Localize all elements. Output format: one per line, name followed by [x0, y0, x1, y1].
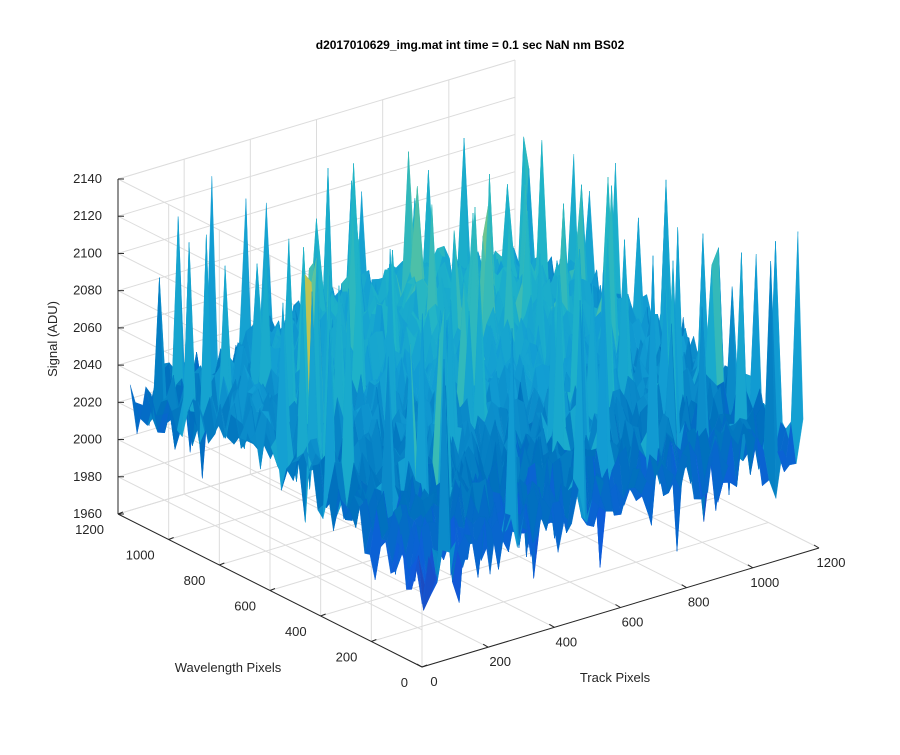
tick-labels: 0 200 400 600 800 1000 1200 0 200 400 600 800 1000 12… [73, 171, 845, 690]
y-tick-label: 800 [184, 573, 206, 588]
y-tick-label: 1000 [126, 548, 155, 563]
z-tick-label: 2060 [73, 320, 102, 335]
x-tick-mark [681, 584, 687, 589]
z-tick-label: 2100 [73, 245, 102, 260]
x-tick-label: 800 [688, 595, 710, 610]
z-tick-label: 2020 [73, 394, 102, 409]
y-tick-label: 400 [285, 624, 307, 639]
z-tick-label: 2140 [73, 171, 102, 186]
x-tick-label: 1000 [750, 575, 779, 590]
y-tick-mark [371, 639, 377, 642]
y-axis-label: Wavelength Pixels [175, 660, 282, 675]
z-tick-label: 2120 [73, 208, 102, 223]
y-tick-mark [269, 588, 276, 591]
back-wall-grid-z [117, 96, 516, 217]
y-tick-label: 1200 [75, 522, 104, 537]
x-tick-mark [615, 604, 621, 608]
surface-mesh [130, 136, 804, 611]
z-tick-label: 1980 [73, 469, 102, 484]
x-tick-mark [482, 643, 489, 648]
y-tick-mark [168, 537, 174, 540]
chart-title: d2017010629_img.mat int time = 0.1 sec N… [316, 38, 625, 52]
x-tick-label: 400 [555, 634, 577, 649]
surface-patch [790, 231, 804, 464]
z-tick-label: 1960 [73, 506, 102, 521]
z-tick-label: 2040 [73, 357, 102, 372]
y-tick-label: 200 [336, 650, 358, 665]
back-wall-grid-z [117, 133, 516, 254]
axis-lines [117, 178, 820, 668]
x-tick-mark [416, 663, 423, 668]
y-tick-mark [219, 562, 225, 566]
left-wall-grid-z [117, 439, 423, 594]
x-tick-label: 0 [430, 674, 437, 689]
x-axis-label: Track Pixels [580, 670, 651, 685]
z-tick-label: 2080 [73, 283, 102, 298]
y-tick-label: 0 [401, 675, 408, 690]
x-tick-mark [747, 564, 754, 569]
floor-grid-y [371, 522, 769, 642]
x-tick-mark [813, 544, 820, 549]
surface-patch [734, 252, 747, 425]
x-tick-label: 1200 [817, 555, 846, 570]
back-wall-grid-z [117, 59, 516, 180]
y-tick-mark [320, 613, 326, 617]
x-tick-label: 600 [622, 615, 644, 630]
x-tick-mark [549, 623, 555, 628]
left-wall-grid-z [117, 476, 423, 631]
x-tick-label: 200 [489, 654, 511, 669]
y-tick-label: 600 [234, 599, 256, 614]
y-tick-mark [421, 664, 428, 668]
z-axis-label: Signal (ADU) [45, 301, 60, 377]
z-tick-label: 2000 [73, 432, 102, 447]
